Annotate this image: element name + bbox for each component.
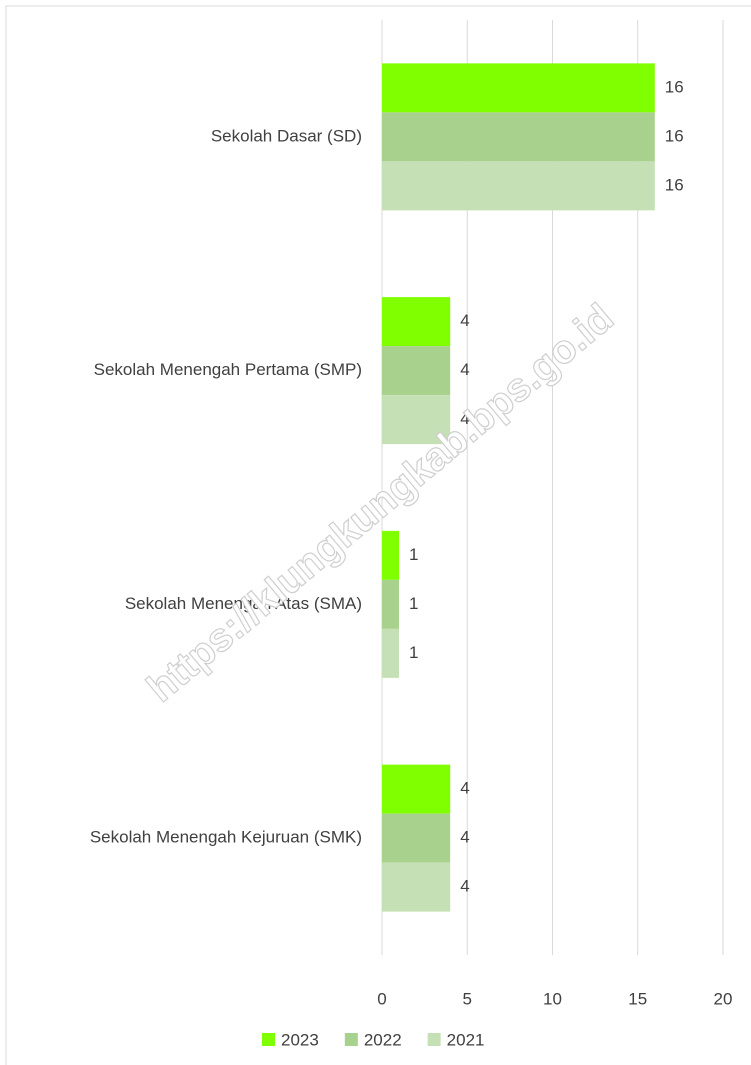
data-label: 16 [665, 175, 684, 194]
bar [382, 764, 451, 814]
data-label: 1 [409, 594, 418, 613]
category-label: Sekolah Menengah Pertama (SMP) [94, 360, 362, 379]
x-tick-label: 0 [377, 989, 386, 1008]
legend-swatch [427, 1033, 441, 1046]
bar [382, 862, 451, 912]
x-tick-label: 15 [628, 989, 647, 1008]
x-tick-label: 10 [543, 989, 562, 1008]
legend-swatch [344, 1033, 358, 1046]
legend-label: 2023 [281, 1030, 319, 1049]
category-label: Sekolah Menengah Atas (SMA) [125, 594, 362, 613]
data-label: 4 [460, 409, 469, 428]
legend-swatch [262, 1033, 275, 1046]
category-label: Sekolah Menengah Kejuruan (SMK) [90, 828, 362, 847]
data-label: 4 [460, 828, 469, 847]
legend-label: 2021 [447, 1030, 485, 1049]
data-label: 4 [460, 877, 469, 896]
data-label: 16 [665, 77, 684, 96]
data-label: 1 [409, 545, 418, 564]
bar [382, 628, 400, 678]
bar [382, 161, 655, 211]
x-tick-label: 20 [714, 989, 733, 1008]
data-label: 1 [409, 643, 418, 662]
bar [382, 63, 655, 113]
x-tick-label: 5 [463, 989, 472, 1008]
bar [382, 112, 655, 162]
bar [382, 579, 400, 629]
category-label: Sekolah Dasar (SD) [211, 126, 362, 145]
data-label: 16 [665, 126, 684, 145]
chart-border [5, 5, 751, 1065]
data-label: 4 [460, 311, 469, 330]
legend-label: 2022 [364, 1030, 402, 1049]
bar [382, 530, 400, 580]
data-label: 4 [460, 779, 469, 798]
bar [382, 346, 451, 396]
bar [382, 395, 451, 445]
data-label: 4 [460, 360, 469, 379]
bar [382, 297, 451, 347]
bar [382, 813, 451, 863]
